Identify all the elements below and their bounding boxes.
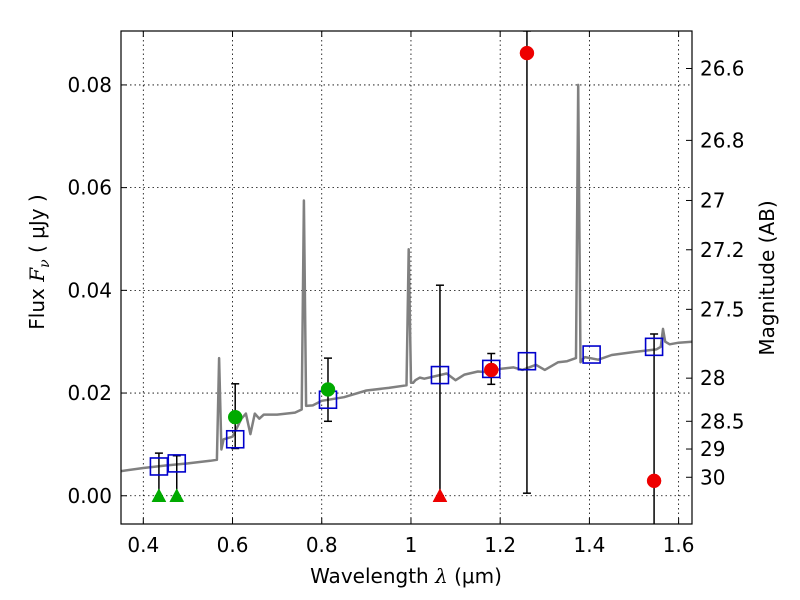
magnitude-tick-label: 28.5: [700, 409, 745, 433]
observed-flux-point: [646, 473, 662, 489]
y-tick-label: 0.02: [67, 381, 112, 405]
model-photometry-square: [149, 457, 169, 476]
observed-flux-point: [320, 382, 336, 397]
model-spectrum-series: [121, 83, 692, 473]
x-tick-label: 1.4: [573, 533, 605, 557]
x-axis-label: Wavelength λ (μm): [310, 564, 502, 588]
magnitude-tick-label: 30: [700, 465, 725, 489]
grid: [121, 31, 692, 524]
model-photometry-series: [149, 337, 664, 476]
x-tick-label: 1.2: [484, 533, 516, 557]
y-tick-label: 0.00: [67, 484, 112, 508]
x-tick-label: 0.6: [217, 533, 249, 557]
upper-limit-triangle: [432, 488, 448, 503]
y-tick-label: 0.08: [67, 73, 112, 97]
right-axis-label: Magnitude (AB): [755, 200, 779, 355]
upper-limit-triangle: [169, 488, 185, 503]
magnitude-tick-label: 27: [700, 188, 725, 212]
model-photometry-square: [644, 337, 664, 357]
y-axis-label: Flux Fν ( μJy ): [25, 194, 53, 329]
magnitude-tick-label: 28: [700, 366, 725, 390]
x-tick-label: 0.8: [306, 533, 338, 557]
plot-frame: [120, 30, 693, 525]
model-photometry-square: [430, 365, 450, 385]
magnitude-tick-label: 26.6: [700, 56, 745, 80]
model-photometry-square: [167, 454, 187, 473]
model-photometry-square: [517, 351, 537, 371]
x-tick-label: 0.4: [127, 533, 159, 557]
upper-limit-triangle: [151, 488, 167, 503]
model-photometry-square: [225, 429, 245, 449]
observed-flux-point: [484, 362, 499, 378]
model-spectrum-line: [121, 83, 692, 473]
magnitude-tick-label: 27.2: [700, 238, 745, 262]
axis-ticks: 0.4 0.6 0.8 1 1.2 1.4 1.6 0.00 0.02 0.04 0.06 0.08 2…: [67, 31, 745, 557]
plot-border: [120, 30, 693, 525]
observed-flux-point: [227, 409, 243, 425]
model-photometry-square: [582, 345, 601, 364]
x-tick-label: 1.6: [663, 533, 695, 557]
y-tick-label: 0.04: [67, 278, 112, 302]
magnitude-tick-label: 26.8: [700, 128, 745, 152]
x-tick-label: 1: [405, 533, 418, 557]
model-photometry-square: [481, 359, 501, 379]
observed-flux-point: [519, 45, 535, 61]
y-tick-label: 0.06: [67, 176, 112, 200]
error-bars: [154, 31, 659, 524]
magnitude-tick-label: 29: [700, 437, 725, 461]
magnitude-tick-label: 27.5: [700, 297, 745, 321]
observed-points-series: [151, 45, 662, 503]
